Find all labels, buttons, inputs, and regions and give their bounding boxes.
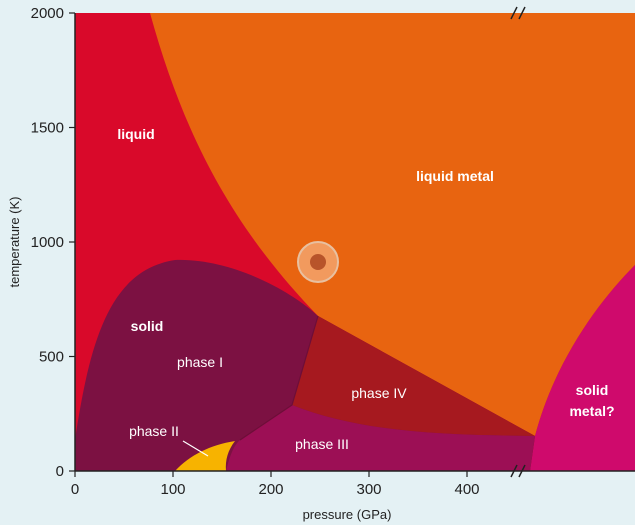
label-liquid-metal: liquid metal [416,168,494,184]
y-tick-label-500: 500 [39,349,64,366]
y-axis-label: temperature (K) [7,196,22,287]
region-liquid-metal [150,13,635,436]
marker-dot [310,254,326,270]
y-tick-label-0: 0 [56,463,64,480]
x-ticks: 0 100 200 300 400 [71,471,480,498]
plot-area [75,13,635,471]
y-tick-label-1500: 1500 [31,120,64,137]
axis-break-top [510,6,526,20]
label-phase-1: phase I [177,354,223,370]
y-tick-label-1000: 1000 [31,234,64,251]
phase-boundary-line [239,315,319,441]
label-solid-metal-line2: metal? [569,403,614,419]
region-solid-metal [530,265,635,471]
label-phase-3: phase III [295,436,349,452]
x-tick-label-400: 400 [454,481,479,498]
label-solid: solid [131,318,164,334]
label-phase-2: phase II [129,423,179,439]
x-axis-label: pressure (GPa) [303,507,392,522]
circle-marker [297,241,339,283]
y-ticks: 0 500 1000 1500 2000 [31,5,75,480]
x-tick-label-0: 0 [71,481,79,498]
x-tick-label-300: 300 [356,481,381,498]
y-tick-label-2000: 2000 [31,5,64,22]
label-phase-4: phase IV [351,385,407,401]
region-phase-3 [226,405,535,471]
x-tick-label-200: 200 [258,481,283,498]
region-phase-2 [175,441,235,471]
region-phase-4 [292,316,535,436]
phase-2-pointer [182,440,209,457]
x-tick-label-100: 100 [160,481,185,498]
axis-break-bottom [510,464,526,478]
label-solid-metal-line1: solid [576,382,609,398]
label-liquid: liquid [117,126,154,142]
